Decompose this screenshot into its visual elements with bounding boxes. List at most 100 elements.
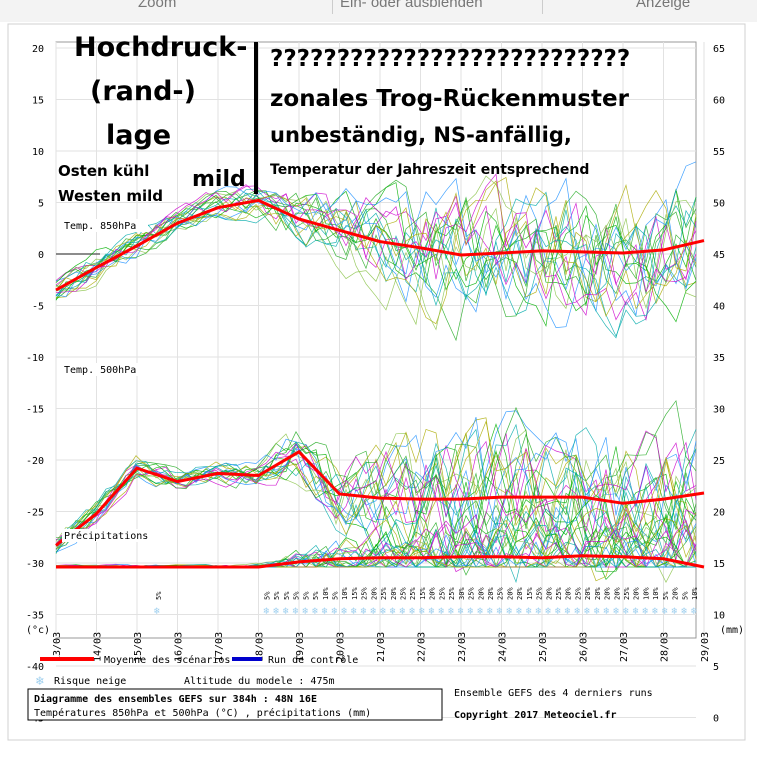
x-tick-label: 22/03: [417, 632, 428, 662]
snow-percent-label: 20%: [429, 587, 437, 600]
snowflake-icon: ❄: [604, 606, 611, 617]
snowflake-icon: ❄: [341, 606, 348, 617]
snowflake-icon: ❄: [565, 606, 572, 617]
snowflake-icon: ❄: [594, 606, 601, 617]
snowflake-icon: ❄: [438, 606, 445, 617]
left-tick-label: 5: [38, 199, 44, 210]
snow-percent-label: 25%: [448, 587, 456, 600]
annotation-question: ???????????????????????????: [270, 46, 630, 72]
snowflake-icon: ❄: [468, 606, 475, 617]
snow-percent-label: 20%: [633, 587, 641, 600]
x-tick-label: 17/03: [214, 632, 225, 662]
ensemble-member-line: [55, 180, 697, 317]
left-tick-label: -40: [26, 662, 44, 673]
snow-percent-label: 20%: [477, 587, 485, 600]
ensemble-member-line: [55, 191, 697, 339]
snow-percent-label: 5%: [332, 591, 340, 600]
right-axis-unit: (mm): [720, 625, 744, 636]
x-tick-label: 23/03: [457, 632, 468, 662]
left-tick-label: 15: [32, 96, 44, 107]
snow-percent-label: 25%: [409, 587, 417, 600]
chart-title: Diagramme des ensembles GEFS sur 384h : …: [34, 693, 317, 705]
snow-percent-label: 25%: [623, 587, 631, 600]
annotation-temperatur: Temperatur der Jahreszeit entsprechend: [270, 162, 589, 178]
x-tick-label: 28/03: [660, 632, 671, 662]
snow-percent-label: 25%: [400, 587, 408, 600]
left-tick-label: -35: [26, 611, 44, 622]
snowflake-icon: ❄: [574, 606, 581, 617]
title-box: [27, 688, 443, 721]
snowflake-icon: ❄: [283, 606, 290, 617]
ensemble-member-line: [55, 175, 697, 331]
snow-percent-label: 20%: [565, 587, 573, 600]
snow-percent-label: 20%: [370, 587, 378, 600]
toolbar: Zoom Ein- oder ausblenden Anzeige: [0, 0, 757, 23]
x-tick-label: 13/03: [52, 632, 63, 662]
x-tick-label: 14/03: [93, 632, 104, 662]
annotation-zonal: zonales Trog-Rückenmuster: [270, 86, 630, 112]
chart-background: [0, 22, 757, 768]
right-tick-label: 40: [713, 302, 725, 313]
snowflake-icon: ❄: [448, 606, 455, 617]
snowflake-icon: ❄: [613, 606, 620, 617]
right-tick-label: 25: [713, 456, 725, 467]
snow-percent-label: 15%: [419, 587, 427, 600]
snow-percent-label: 20%: [584, 587, 592, 600]
x-tick-label: 25/03: [538, 632, 549, 662]
legend-altitude-label: Altitude du modele : 475m: [184, 676, 335, 687]
legend-mean-label: Moyenne des scénarios: [104, 654, 230, 666]
right-tick-label: 60: [713, 96, 725, 107]
snowflake-icon: ❄: [390, 606, 397, 617]
snowflake-icon: ❄: [555, 606, 562, 617]
axis-ticks: 302520151050-5-10-15-20-25-30-35-40-4575…: [26, 44, 725, 725]
snowflake-icon: ❄: [302, 606, 309, 617]
snowflake-icon: ❄: [331, 606, 338, 617]
snow-percent-label: 10%: [691, 587, 699, 600]
snow-percent-label: 15%: [526, 587, 534, 600]
snow-percent-label: 10%: [341, 587, 349, 600]
panel-label-t500: Temp. 500hPa: [64, 365, 136, 376]
snowflake-icon: ❄: [293, 606, 300, 617]
snowflake-icon: ❄: [516, 606, 523, 617]
right-tick-label: 0: [713, 714, 719, 725]
label-bg: [62, 363, 148, 376]
display-button[interactable]: Anzeige: [636, 0, 691, 11]
snowflake-icon: ❄: [545, 606, 552, 617]
snow-percent-label: 25%: [438, 587, 446, 600]
mean-series-line: [55, 198, 705, 292]
x-tick-label: 29/03: [700, 632, 711, 662]
right-tick-label: 50: [713, 199, 725, 210]
x-tick-label: 18/03: [255, 632, 266, 662]
snow-percent-label: 5%: [302, 591, 310, 600]
label-bg: [62, 529, 148, 542]
x-tick-label: 16/03: [174, 632, 185, 662]
footer-copyright: Copyright 2017 Meteociel.fr: [454, 709, 617, 721]
snowflake-icon: ❄: [370, 606, 377, 617]
snow-percent-label: 5%: [155, 591, 163, 600]
snowflake-icon: ❄: [35, 674, 44, 689]
right-tick-label: 45: [713, 250, 725, 261]
snow-percent-label: 25%: [380, 587, 388, 600]
right-tick-label: 10: [713, 611, 725, 622]
snowflake-icon: ❄: [691, 606, 698, 617]
toolbar-divider: [332, 0, 333, 14]
zoom-button[interactable]: Zoom: [138, 0, 177, 11]
ensemble-member-line: [55, 416, 697, 554]
x-tick-label: 20/03: [336, 632, 347, 662]
snow-percent-label: 20%: [613, 587, 621, 600]
snowflake-icon: ❄: [584, 606, 591, 617]
snowflake-icon: ❄: [322, 606, 329, 617]
legend-snow-label: Risque neige: [54, 676, 126, 687]
annotation-westen: Westen mild: [58, 187, 163, 205]
ensemble-member-line: [55, 420, 697, 559]
snow-risk-row: ❄5%❄5%❄5%❄5%❄5%❄5%❄5%❄10%❄5%❄10%❄15%❄25%…: [154, 587, 699, 617]
left-tick-label: -15: [26, 405, 44, 416]
ensemble-chart: ❄5%❄5%❄5%❄5%❄5%❄5%❄5%❄10%❄5%❄10%❄15%❄25%…: [0, 22, 757, 768]
right-tick-label: 5: [713, 662, 719, 673]
left-tick-label: -10: [26, 353, 44, 364]
toggle-button[interactable]: Ein- oder ausblenden: [340, 0, 483, 11]
panel-label-precip: Précipitations: [64, 530, 148, 542]
x-tick-label: 24/03: [498, 632, 509, 662]
snowflake-icon: ❄: [633, 606, 640, 617]
right-tick-label: 30: [713, 405, 725, 416]
